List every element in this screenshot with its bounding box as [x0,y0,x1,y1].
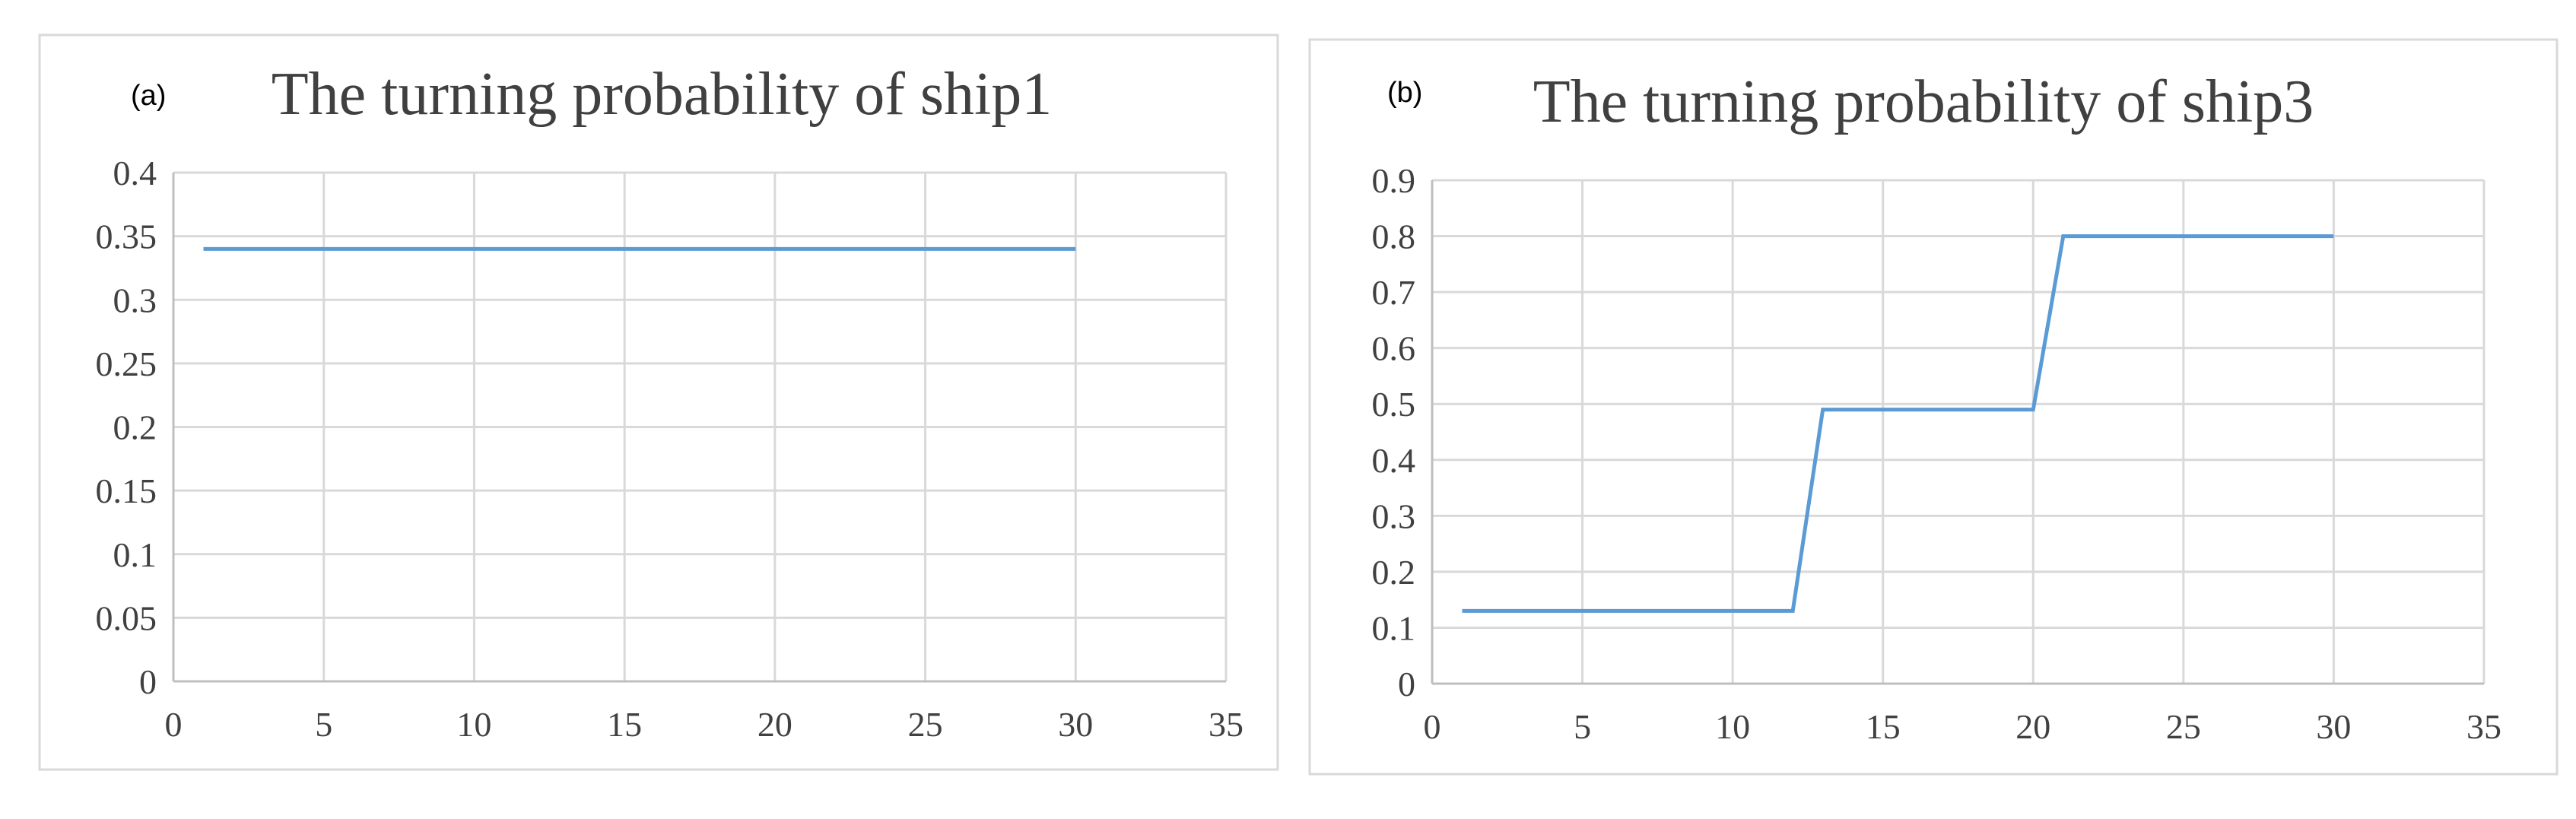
chart-b-x-tick-label: 25 [2166,707,2201,746]
chart-a-y-tick-label: 0.2 [113,408,157,447]
chart-b-axes [1431,180,2484,685]
chart-b-y-tick-label: 0.3 [1372,497,1416,535]
chart-b-y-tick-label: 0 [1398,665,1415,703]
chart-b-x-tick-label: 35 [2466,707,2501,746]
chart-panel-b: (b) The turning probability of ship3 0 0.… [1288,0,2576,819]
chart-b-y-ticks: 0 0.1 0.2 0.3 0.4 0.5 0.6 0.7 0.8 0.9 [1372,161,1416,703]
chart-a-y-tick-label: 0.15 [96,471,157,510]
chart-a-title: The turning probability of ship1 [272,61,1053,128]
chart-panel-a: (a) The turning probability of ship1 0 0.… [38,33,1279,771]
chart-a-x-tick-label: 20 [758,705,792,744]
chart-a-x-tick-label: 0 [165,705,183,744]
chart-a-x-ticks: 0 5 10 15 20 25 30 35 [165,705,1244,744]
chart-b-y-tick-label: 0.2 [1372,553,1416,592]
chart-b-y-tick-label: 0.5 [1372,385,1416,424]
chart-b-frame [1308,38,2559,776]
chart-a-y-tick-label: 0.1 [113,535,157,574]
chart-a-x-tick-label: 15 [607,705,642,744]
chart-a-x-tick-label: 35 [1209,705,1244,744]
chart-b-panel-label: (b) [1387,77,1422,109]
chart-a-y-ticks: 0 0.05 0.1 0.15 0.2 0.25 0.3 0.35 0.4 [96,154,157,701]
chart-b-y-tick-label: 0.6 [1372,329,1416,368]
chart-b-series-line [1462,234,2334,613]
chart-b-svg: (b) The turning probability of ship3 0 0.… [1308,38,2559,776]
chart-a-y-tick-label: 0 [139,662,157,701]
chart-b-y-tick-label: 0.9 [1372,161,1416,200]
chart-a-y-tick-label: 0.3 [113,281,157,319]
chart-a-x-tick-label: 10 [456,705,491,744]
chart-b-title: The turning probability of ship3 [1533,68,2314,135]
chart-b-y-tick-label: 0.4 [1372,441,1416,480]
chart-a-panel-label: (a) [131,80,166,112]
chart-a-y-tick-label: 0.4 [113,154,157,192]
chart-b-gridlines [1432,179,2485,684]
chart-a-y-tick-label: 0.25 [96,344,157,383]
chart-b-series [1462,234,2334,613]
chart-b-y-tick-label: 0.7 [1372,273,1416,312]
chart-b-x-tick-label: 15 [1866,707,1901,746]
chart-a-frame [38,33,1279,771]
chart-b-x-tick-label: 5 [1574,707,1591,746]
chart-a-axes [172,173,1226,683]
chart-a-x-tick-label: 5 [315,705,332,744]
chart-b-x-tick-label: 20 [2015,707,2050,746]
chart-b-y-tick-label: 0.8 [1372,217,1416,256]
chart-a-svg: (a) The turning probability of ship1 0 0.… [38,33,1279,771]
chart-b-x-tick-label: 0 [1424,707,1441,746]
chart-b-x-ticks: 0 5 10 15 20 25 30 35 [1424,707,2502,746]
chart-b-x-tick-label: 30 [2316,707,2351,746]
chart-a-x-tick-label: 25 [908,705,943,744]
chart-b-y-tick-label: 0.1 [1372,608,1416,647]
chart-b-x-tick-label: 10 [1715,707,1750,746]
chart-a-gridlines [173,171,1228,681]
chart-a-y-tick-label: 0.05 [96,598,157,637]
chart-a-x-tick-label: 30 [1058,705,1093,744]
chart-a-y-tick-label: 0.35 [96,217,157,256]
